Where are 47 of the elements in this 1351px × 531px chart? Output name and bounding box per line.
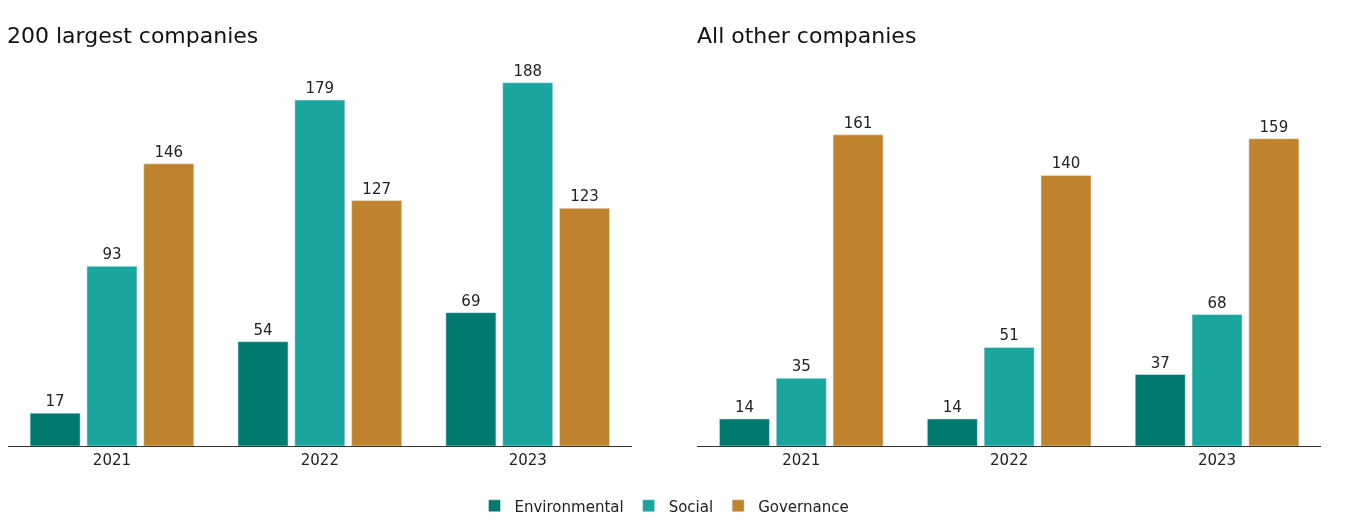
legend-label: Governance <box>758 497 849 516</box>
bar <box>1040 175 1092 446</box>
legend-label: Environmental <box>514 497 624 516</box>
bar <box>1191 314 1243 446</box>
data-label: 14 <box>942 397 962 416</box>
bar <box>983 347 1035 446</box>
x-tick-label: 2021 <box>92 451 132 469</box>
data-label: 51 <box>999 326 1019 345</box>
bar <box>927 418 978 446</box>
data-label: 159 <box>1259 117 1289 136</box>
bar <box>1248 138 1300 446</box>
bar <box>1134 374 1186 446</box>
data-label: 161 <box>843 113 873 132</box>
bar <box>502 82 553 446</box>
bar <box>351 200 402 446</box>
data-label: 93 <box>102 245 122 264</box>
data-label: 37 <box>1150 353 1170 372</box>
x-tick-label: 2022 <box>990 451 1029 469</box>
bar <box>832 134 884 446</box>
data-label: 14 <box>734 397 754 416</box>
bar <box>445 312 497 446</box>
chart-title: All other companies <box>697 23 917 48</box>
data-label: 54 <box>253 320 273 339</box>
x-tick-label: 2023 <box>1197 451 1237 469</box>
data-label: 69 <box>461 291 481 310</box>
data-label: 179 <box>305 79 335 98</box>
data-label: 146 <box>154 142 184 161</box>
chart-title: 200 largest companies <box>7 23 259 48</box>
bar <box>776 378 827 446</box>
bar <box>719 418 770 446</box>
data-label: 127 <box>362 179 391 198</box>
x-tick-label: 2021 <box>782 451 821 469</box>
bar <box>237 341 289 446</box>
data-label: 35 <box>791 357 811 376</box>
data-label: 17 <box>45 392 65 411</box>
data-label: 140 <box>1051 154 1081 173</box>
bar <box>86 266 138 446</box>
x-tick-label: 2022 <box>300 451 339 469</box>
bar <box>143 163 195 446</box>
data-label: 68 <box>1207 293 1227 312</box>
bar <box>294 99 346 446</box>
x-tick-label: 2023 <box>508 451 547 469</box>
bar <box>559 208 610 446</box>
legend-label: Social <box>668 497 714 516</box>
bar <box>29 412 81 446</box>
data-label: 188 <box>513 61 543 80</box>
data-label: 123 <box>570 187 599 206</box>
